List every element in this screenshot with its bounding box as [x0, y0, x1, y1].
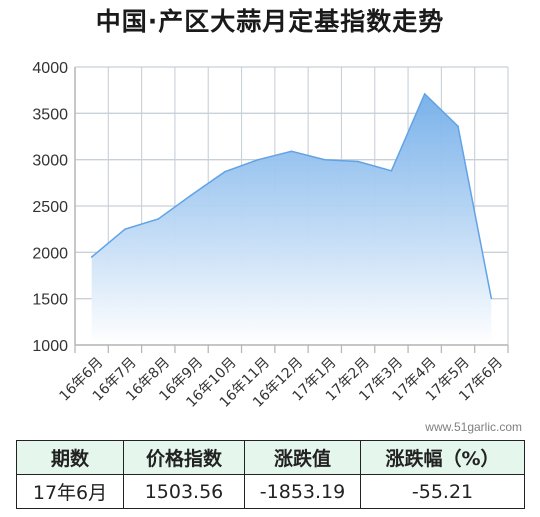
- table-row: 17年6月 1503.56 -1853.19 -55.21: [16, 474, 525, 509]
- area-series: [90, 92, 493, 345]
- header-period: 期数: [16, 440, 124, 475]
- chart-title: 中国·产区大蒜月定基指数走势: [95, 7, 445, 36]
- data-point-6: [290, 150, 293, 153]
- data-point-9: [390, 169, 393, 172]
- data-point-0: [90, 256, 93, 258]
- y-tick-label-5: 3500: [32, 106, 68, 123]
- cell-price-index: 1503.56: [123, 474, 245, 509]
- header-price-index: 价格指数: [123, 440, 245, 475]
- y-tick-label-2: 2000: [32, 245, 68, 262]
- data-point-2: [157, 218, 160, 220]
- cell-period: 17年6月: [16, 474, 124, 509]
- data-point-3: [190, 194, 193, 196]
- data-point-12: [490, 297, 493, 300]
- data-point-7: [324, 158, 326, 161]
- y-tick-label-6: 4000: [32, 60, 68, 77]
- data-point-11: [457, 125, 459, 128]
- cell-change-value: -1853.19: [244, 474, 361, 509]
- header-change-percent: 涨跌幅（%）: [360, 440, 525, 475]
- data-point-10: [423, 93, 426, 95]
- y-tick-label-0: 1000: [32, 338, 68, 355]
- table-header-row: 期数 价格指数 涨跌值 涨跌幅（%）: [16, 440, 525, 475]
- axes: [74, 67, 509, 353]
- data-point-4: [224, 170, 226, 173]
- data-point-5: [257, 158, 259, 161]
- y-tick-label-3: 2500: [32, 199, 68, 216]
- header-change-value: 涨跌值: [244, 440, 361, 475]
- y-tick-label-4: 3000: [32, 153, 68, 170]
- summary-table: 期数 价格指数 涨跌值 涨跌幅（%） 17年6月 1503.56 -1853.1…: [16, 440, 525, 509]
- data-point-8: [357, 160, 359, 163]
- y-tick-label-1: 1500: [32, 292, 68, 309]
- area-fill: [91, 93, 492, 345]
- cell-change-percent: -55.21: [360, 474, 525, 509]
- data-point-1: [124, 228, 126, 230]
- chart-area: 100015002000250030003500400016年6月16年7月16…: [32, 60, 509, 411]
- watermark-text: www.51garlic.com: [425, 420, 522, 434]
